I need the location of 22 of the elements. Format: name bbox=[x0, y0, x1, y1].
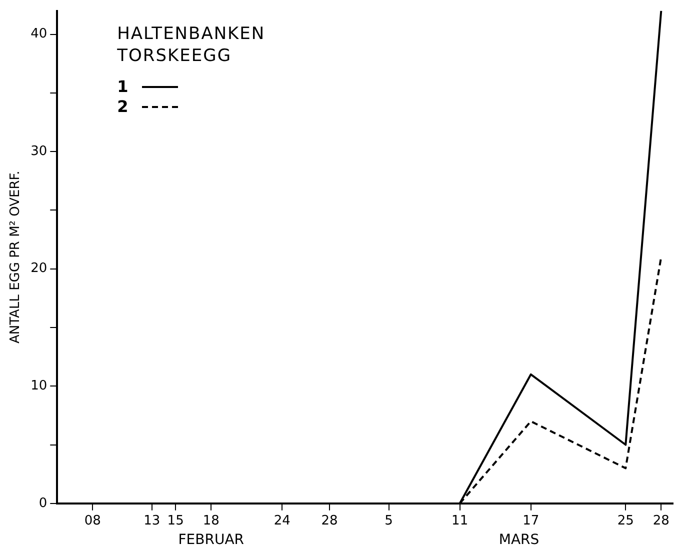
x-tick-label: 18 bbox=[202, 514, 220, 529]
x-tick-label: 24 bbox=[274, 514, 290, 529]
x-tick-label: 5 bbox=[384, 514, 393, 529]
y-tick-label: 30 bbox=[30, 144, 48, 159]
x-tick-label: 11 bbox=[452, 514, 468, 529]
y-axis-title: ANTALL EGG PR M² OVERF. bbox=[8, 170, 24, 344]
legend-label: 2 bbox=[117, 97, 128, 116]
legend-title: HALTENBANKEN TORSKEEGG bbox=[117, 22, 266, 67]
x-tick-label: 08 bbox=[84, 514, 101, 529]
legend-label: 1 bbox=[117, 77, 128, 96]
y-tick-label: 0 bbox=[38, 496, 48, 511]
y-tick-label: 10 bbox=[30, 378, 48, 394]
text: FEBRUAR bbox=[178, 532, 244, 548]
x-tick-label: 28 bbox=[652, 514, 670, 529]
y-tick-label: 20 bbox=[30, 261, 48, 276]
x-tick-label: 25 bbox=[617, 514, 634, 529]
x-tick-label: 15 bbox=[167, 514, 184, 529]
x-tick-label: 13 bbox=[144, 514, 160, 529]
text: MARS bbox=[498, 532, 540, 548]
x-tick-label: 17 bbox=[522, 514, 540, 529]
x-tick-label: 28 bbox=[321, 514, 338, 529]
y-tick-label: 40 bbox=[30, 26, 48, 42]
